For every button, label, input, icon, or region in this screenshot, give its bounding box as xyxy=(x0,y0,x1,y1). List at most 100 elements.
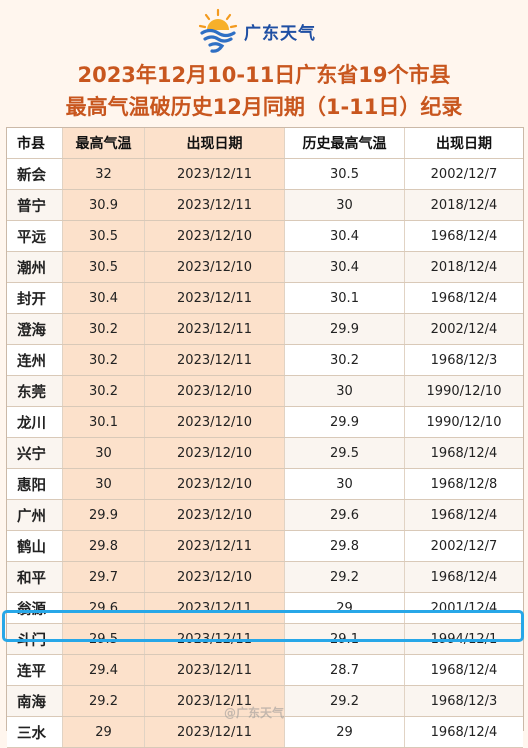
table-header-row: 市县 最高气温 出现日期 历史最高气温 出现日期 xyxy=(7,128,523,159)
cell-max-temp: 29 xyxy=(63,717,145,747)
cell-historic-date: 1968/12/4 xyxy=(405,655,523,685)
table-row: 鹤山 29.8 2023/12/11 29.8 2002/12/7 xyxy=(7,531,523,562)
cell-historic-max: 28.7 xyxy=(285,655,405,685)
cell-max-temp: 30 xyxy=(63,469,145,499)
cell-max-temp: 29.7 xyxy=(63,562,145,592)
cell-date: 2023/12/11 xyxy=(145,686,285,716)
cell-county: 翁源 xyxy=(7,593,63,623)
cell-county: 连州 xyxy=(7,345,63,375)
cell-date: 2023/12/11 xyxy=(145,190,285,220)
table-row: 封开 30.4 2023/12/11 30.1 1968/12/4 xyxy=(7,283,523,314)
cell-county: 潮州 xyxy=(7,252,63,282)
table-row: 惠阳 30 2023/12/10 30 1968/12/8 xyxy=(7,469,523,500)
cell-county: 封开 xyxy=(7,283,63,313)
cell-historic-date: 2018/12/4 xyxy=(405,252,523,282)
cell-date: 2023/12/11 xyxy=(145,531,285,561)
table-row: 平远 30.5 2023/12/10 30.4 1968/12/4 xyxy=(7,221,523,252)
table-row: 龙川 30.1 2023/12/10 29.9 1990/12/10 xyxy=(7,407,523,438)
cell-county: 鹤山 xyxy=(7,531,63,561)
cell-date: 2023/12/11 xyxy=(145,624,285,654)
cell-historic-max: 30.4 xyxy=(285,252,405,282)
cell-date: 2023/12/11 xyxy=(145,283,285,313)
cell-date: 2023/12/10 xyxy=(145,252,285,282)
cell-max-temp: 29.5 xyxy=(63,624,145,654)
cell-date: 2023/12/11 xyxy=(145,593,285,623)
cell-county: 新会 xyxy=(7,159,63,189)
cell-county: 惠阳 xyxy=(7,469,63,499)
cell-historic-date: 1968/12/4 xyxy=(405,221,523,251)
cell-historic-max: 29.8 xyxy=(285,531,405,561)
table-row: 南海 29.2 2023/12/11 29.2 1968/12/3 xyxy=(7,686,523,717)
table-row: 连平 29.4 2023/12/11 28.7 1968/12/4 xyxy=(7,655,523,686)
cell-date: 2023/12/10 xyxy=(145,221,285,251)
cell-county: 南海 xyxy=(7,686,63,716)
cell-historic-max: 29.9 xyxy=(285,407,405,437)
brand-name: 广东天气 xyxy=(244,23,316,44)
cell-historic-max: 30.4 xyxy=(285,221,405,251)
cell-historic-date: 2002/12/7 xyxy=(405,159,523,189)
cell-county: 普宁 xyxy=(7,190,63,220)
cell-date: 2023/12/11 xyxy=(145,159,285,189)
cell-max-temp: 30.2 xyxy=(63,314,145,344)
cell-historic-date: 1994/12/1 xyxy=(405,624,523,654)
cell-historic-max: 29.9 xyxy=(285,314,405,344)
cell-date: 2023/12/11 xyxy=(145,655,285,685)
cell-date: 2023/12/10 xyxy=(145,376,285,406)
table-row: 澄海 30.2 2023/12/11 29.9 2002/12/4 xyxy=(7,314,523,345)
cell-county: 龙川 xyxy=(7,407,63,437)
cell-county: 平远 xyxy=(7,221,63,251)
cell-max-temp: 30.9 xyxy=(63,190,145,220)
cell-historic-date: 2001/12/4 xyxy=(405,593,523,623)
header-historic-max: 历史最高气温 xyxy=(285,128,405,158)
sun-wave-logo-icon xyxy=(198,8,238,53)
cell-historic-max: 29.5 xyxy=(285,438,405,468)
table-row: 三水 29 2023/12/11 29 1968/12/4 xyxy=(7,717,523,748)
cell-county: 东莞 xyxy=(7,376,63,406)
table-row: 和平 29.7 2023/12/10 29.2 1968/12/4 xyxy=(7,562,523,593)
cell-historic-max: 29.1 xyxy=(285,624,405,654)
cell-max-temp: 29.6 xyxy=(63,593,145,623)
cell-max-temp: 30.4 xyxy=(63,283,145,313)
cell-max-temp: 30.2 xyxy=(63,345,145,375)
cell-historic-date: 1990/12/10 xyxy=(405,407,523,437)
cell-historic-max: 30 xyxy=(285,190,405,220)
cell-historic-max: 30 xyxy=(285,469,405,499)
cell-date: 2023/12/11 xyxy=(145,717,285,747)
cell-max-temp: 29.4 xyxy=(63,655,145,685)
cell-max-temp: 30.1 xyxy=(63,407,145,437)
cell-historic-max: 30.2 xyxy=(285,345,405,375)
cell-date: 2023/12/11 xyxy=(145,345,285,375)
cell-county: 广州 xyxy=(7,500,63,530)
cell-max-temp: 30.2 xyxy=(63,376,145,406)
cell-historic-date: 1968/12/8 xyxy=(405,469,523,499)
table-row: 兴宁 30 2023/12/10 29.5 1968/12/4 xyxy=(7,438,523,469)
brand-logo: 广东天气 xyxy=(196,8,336,54)
cell-historic-date: 1968/12/3 xyxy=(405,686,523,716)
table-row: 广州 29.9 2023/12/10 29.6 1968/12/4 xyxy=(7,500,523,531)
cell-historic-max: 30.1 xyxy=(285,283,405,313)
cell-county: 和平 xyxy=(7,562,63,592)
cell-historic-max: 30.5 xyxy=(285,159,405,189)
cell-max-temp: 30.5 xyxy=(63,252,145,282)
cell-historic-date: 1968/12/4 xyxy=(405,562,523,592)
header-max-temp: 最高气温 xyxy=(63,128,145,158)
cell-historic-date: 2002/12/4 xyxy=(405,314,523,344)
cell-historic-max: 30 xyxy=(285,376,405,406)
cell-date: 2023/12/11 xyxy=(145,314,285,344)
cell-historic-max: 29.2 xyxy=(285,686,405,716)
table-row: 普宁 30.9 2023/12/11 30 2018/12/4 xyxy=(7,190,523,221)
cell-historic-date: 1968/12/3 xyxy=(405,345,523,375)
cell-county: 澄海 xyxy=(7,314,63,344)
page-title: 2023年12月10-11日广东省19个市县 xyxy=(77,63,451,87)
cell-county: 斗门 xyxy=(7,624,63,654)
cell-date: 2023/12/10 xyxy=(145,562,285,592)
cell-historic-max: 29.6 xyxy=(285,500,405,530)
cell-historic-date: 1968/12/4 xyxy=(405,717,523,747)
page-subtitle: 最高气温破历史12月同期（1-11日）纪录 xyxy=(65,95,463,119)
cell-date: 2023/12/10 xyxy=(145,438,285,468)
cell-historic-date: 2002/12/7 xyxy=(405,531,523,561)
cell-historic-max: 29 xyxy=(285,717,405,747)
cell-date: 2023/12/10 xyxy=(145,407,285,437)
header-date: 出现日期 xyxy=(145,128,285,158)
cell-max-temp: 32 xyxy=(63,159,145,189)
